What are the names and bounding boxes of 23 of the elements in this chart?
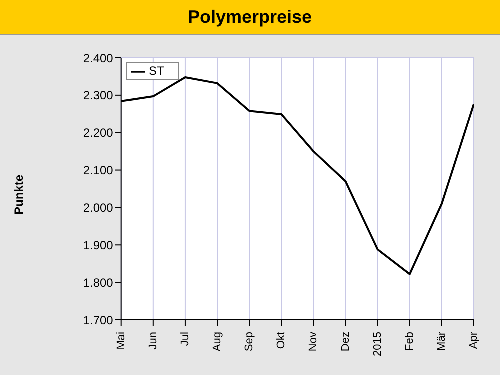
x-tick-label: 2015	[372, 332, 384, 356]
x-tick-label: Nov	[308, 332, 320, 352]
y-tick-label: 2.200	[83, 126, 114, 140]
y-tick-label: 1.900	[83, 238, 114, 252]
x-tick-label: Dez	[340, 332, 352, 352]
y-tick-label: 1.800	[83, 276, 114, 290]
y-tick-label: 2.400	[83, 51, 114, 66]
x-tick-label: Feb	[404, 332, 416, 351]
x-tick-label: Apr	[468, 332, 480, 350]
y-axis-title: Punkte	[12, 174, 26, 215]
x-tick-label: Okt	[276, 332, 288, 350]
y-tick-label: 2.000	[83, 200, 114, 215]
x-tick-label: Jul	[179, 332, 192, 346]
chart-title: Polymerpreise	[0, 0, 500, 35]
y-tick-label: 2.300	[83, 88, 114, 103]
x-tick-label: Jun	[147, 332, 160, 350]
x-tick-label: Aug	[212, 332, 224, 352]
x-tick-label: Sep	[244, 332, 256, 352]
x-tick-label: Mai	[115, 332, 128, 350]
legend-label: ST	[149, 64, 164, 78]
y-tick-label: 2.100	[83, 164, 114, 178]
y-tick-label: 1.700	[83, 313, 114, 328]
x-tick-label: Mär	[436, 332, 448, 351]
